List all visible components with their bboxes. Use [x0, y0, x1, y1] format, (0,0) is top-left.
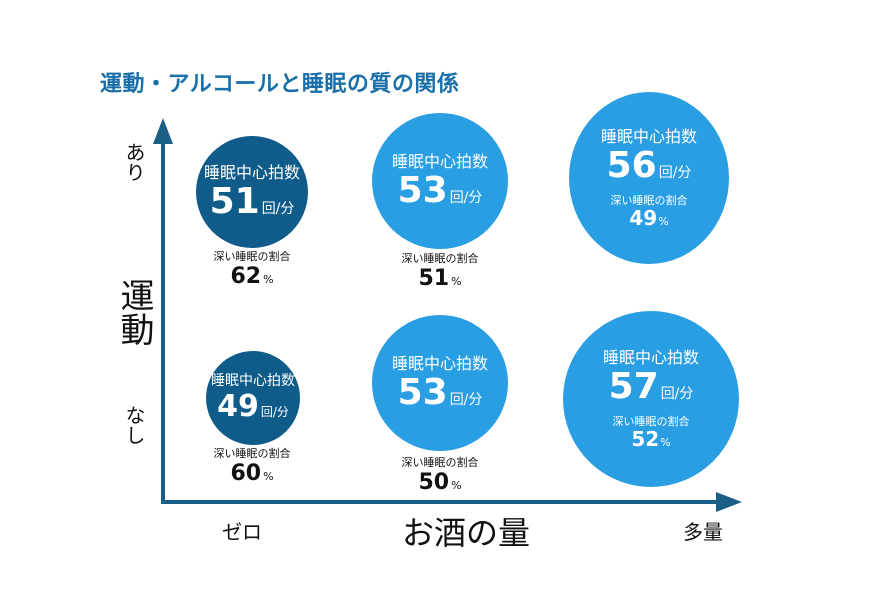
heart-rate-label: 睡眠中心拍数 — [391, 152, 488, 172]
percent-unit: % — [263, 273, 274, 286]
deep-sleep-label: 深い睡眠の割合 — [213, 250, 291, 263]
y-axis-arrowhead — [153, 118, 173, 144]
deep-sleep-no-exercise-mid-alcohol: 深い睡眠の割合 50 % — [388, 454, 492, 494]
percent-unit: % — [451, 275, 462, 288]
percent-unit: % — [451, 479, 462, 492]
bubble-no-exercise-zero-alcohol: 睡眠中心拍数 49 回/分 — [206, 351, 300, 445]
x-axis-arrowhead — [716, 492, 742, 512]
heart-rate-value: 51 — [209, 180, 260, 222]
deep-sleep-value: 62 — [230, 264, 262, 289]
heart-rate-unit: 回/分 — [260, 404, 289, 419]
heart-rate-label: 睡眠中心拍数 — [203, 163, 300, 183]
heart-rate-unit: 回/分 — [449, 391, 483, 408]
deep-sleep-exercise-zero-alcohol: 深い睡眠の割合 62 % — [200, 248, 304, 288]
heart-rate-label: 睡眠中心拍数 — [391, 354, 488, 374]
deep-sleep-value: 60 — [230, 461, 262, 486]
x-axis-title: お酒の量 — [402, 514, 531, 552]
deep-sleep-no-exercise-zero-alcohol: 深い睡眠の割合 60 % — [200, 445, 304, 485]
heart-rate-unit: 回/分 — [449, 189, 483, 206]
heart-rate-value: 57 — [608, 365, 659, 407]
y-axis-label-no: なし — [122, 405, 146, 445]
deep-sleep-value: 50 — [418, 470, 450, 495]
heart-rate-value: 53 — [397, 169, 448, 211]
bubble-no-exercise-heavy-alcohol: 睡眠中心拍数 57 回/分 深い睡眠の割合 52 % — [563, 311, 739, 487]
y-axis-label-yes: あり — [122, 142, 146, 182]
heart-rate-unit: 回/分 — [660, 385, 694, 402]
x-axis-label-many: 多量 — [683, 520, 723, 544]
bubble-exercise-mid-alcohol: 睡眠中心拍数 53 回/分 — [372, 113, 508, 249]
heart-rate-label: 睡眠中心拍数 — [602, 348, 699, 368]
deep-sleep-label: 深い睡眠の割合 — [401, 252, 479, 265]
heart-rate-label: 睡眠中心拍数 — [600, 127, 697, 147]
heart-rate-unit: 回/分 — [658, 164, 692, 181]
deep-sleep-value: 51 — [418, 266, 450, 291]
heart-rate-label: 睡眠中心拍数 — [211, 373, 295, 390]
deep-sleep-value: 52 — [631, 426, 660, 451]
deep-sleep-label: 深い睡眠の割合 — [213, 447, 291, 460]
y-axis-title: 運動 — [114, 278, 154, 346]
deep-sleep-value: 49 — [629, 205, 658, 230]
deep-sleep-label: 深い睡眠の割合 — [401, 456, 479, 469]
percent-unit: % — [658, 214, 669, 228]
bubble-exercise-zero-alcohol: 睡眠中心拍数 51 回/分 — [196, 136, 308, 248]
deep-sleep-label: 深い睡眠の割合 — [612, 414, 690, 428]
bubble-exercise-heavy-alcohol: 睡眠中心拍数 56 回/分 深い睡眠の割合 49 % — [569, 92, 729, 264]
bubble-no-exercise-mid-alcohol: 睡眠中心拍数 53 回/分 — [372, 315, 508, 451]
heart-rate-value: 49 — [217, 388, 259, 424]
x-axis-label-zero: ゼロ — [222, 520, 262, 544]
heart-rate-unit: 回/分 — [261, 200, 295, 217]
heart-rate-value: 56 — [606, 144, 657, 186]
deep-sleep-exercise-mid-alcohol: 深い睡眠の割合 51 % — [388, 250, 492, 290]
percent-unit: % — [660, 435, 671, 449]
page-title: 運動・アルコールと睡眠の質の関係 — [100, 72, 460, 97]
percent-unit: % — [263, 470, 274, 483]
heart-rate-value: 53 — [397, 371, 448, 413]
deep-sleep-label: 深い睡眠の割合 — [610, 193, 688, 207]
